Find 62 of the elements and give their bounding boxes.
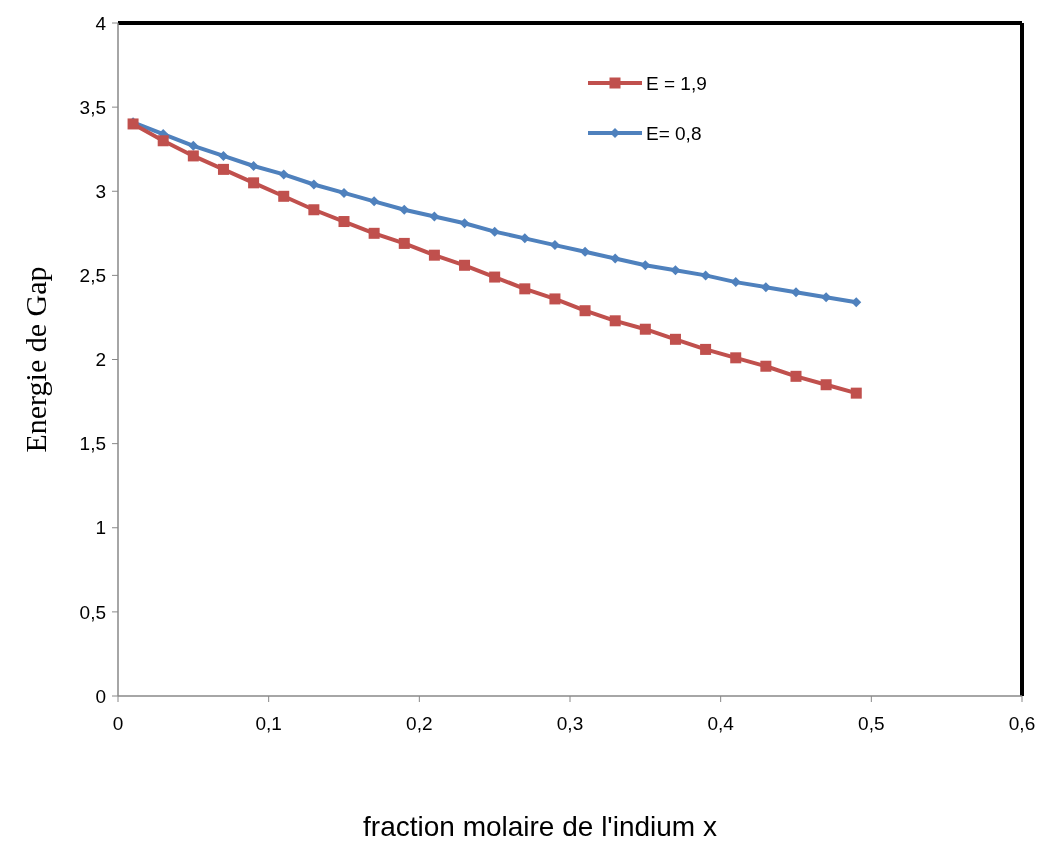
point [700, 343, 712, 355]
point [760, 282, 771, 293]
point [459, 259, 471, 271]
point [248, 177, 260, 189]
point [399, 204, 410, 215]
point [369, 196, 380, 207]
y-tick-label: 1,5 [79, 433, 106, 455]
y-tick-label: 0,5 [79, 601, 106, 623]
point [791, 287, 801, 298]
y-axis-title: Energie de Gap [19, 266, 52, 453]
point [368, 227, 380, 239]
point [428, 249, 440, 261]
point [278, 169, 289, 180]
point [790, 370, 802, 382]
y-tick-label: 4 [95, 12, 107, 34]
x-tick-label: 0,1 [255, 713, 282, 734]
point [338, 216, 350, 228]
point [218, 150, 229, 161]
legend-label: E = 1,9 [646, 72, 707, 94]
point [519, 283, 531, 295]
point [489, 271, 501, 283]
x-tick-label: 0,5 [858, 713, 885, 734]
point [820, 379, 832, 391]
y-tick-label: 2,5 [79, 265, 106, 287]
point [609, 315, 621, 327]
point [308, 204, 320, 216]
point [187, 150, 199, 162]
point [217, 163, 229, 175]
point [519, 233, 530, 244]
point [851, 297, 862, 308]
point [579, 305, 591, 317]
point [339, 187, 349, 198]
point [157, 135, 169, 147]
point [398, 237, 410, 249]
point [459, 218, 470, 229]
x-tick-label: 0,3 [556, 713, 584, 734]
legend-label: E= 0,8 [646, 122, 702, 144]
point [850, 387, 862, 399]
point [639, 323, 651, 335]
point [308, 179, 319, 190]
point [278, 190, 290, 202]
point [248, 161, 259, 172]
y-tick-label: 1 [95, 517, 106, 539]
point [760, 360, 772, 372]
y-tick-label: 3,5 [79, 96, 106, 118]
point [549, 293, 561, 305]
point [610, 253, 621, 264]
y-tick-label: 3 [95, 180, 106, 202]
x-tick-label: 0,4 [707, 713, 735, 734]
point [188, 140, 199, 151]
point [700, 270, 711, 281]
x-tick-label: 0,6 [1008, 713, 1036, 734]
x-tick-label: 0 [112, 713, 124, 734]
point [489, 226, 500, 237]
point [429, 211, 440, 222]
point [669, 333, 681, 345]
x-tick-label: 0,2 [406, 713, 433, 734]
y-tick-label: 2 [95, 349, 106, 371]
point [730, 352, 742, 364]
point [580, 246, 591, 257]
x-axis-title: fraction molaire de l'indium x [363, 811, 717, 842]
y-tick-label: 0 [95, 685, 106, 707]
